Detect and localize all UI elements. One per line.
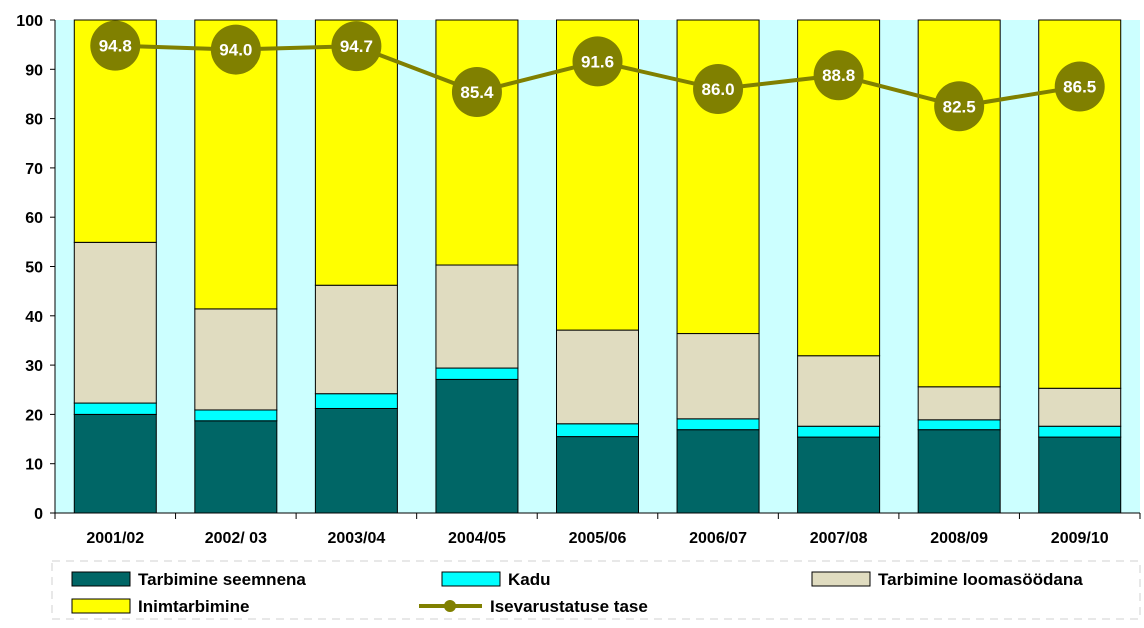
legend-label: Kadu bbox=[508, 570, 551, 589]
legend-marker bbox=[444, 600, 456, 612]
y-tick-label: 0 bbox=[34, 506, 43, 523]
line-marker bbox=[90, 20, 141, 71]
legend-swatch bbox=[71, 598, 131, 614]
legend-label: Inimtarbimine bbox=[138, 597, 249, 616]
bar-segment bbox=[676, 418, 760, 431]
bar-segment bbox=[73, 413, 157, 514]
line-marker bbox=[693, 64, 744, 115]
bar-segment bbox=[917, 419, 1001, 431]
bar-segment bbox=[73, 241, 157, 404]
bar-segment bbox=[676, 429, 760, 514]
bar-segment bbox=[314, 284, 398, 395]
x-tick-label: 2002/ 03 bbox=[205, 530, 267, 547]
bar-segment bbox=[194, 409, 278, 422]
bar-segment bbox=[314, 393, 398, 409]
bar-segment bbox=[676, 333, 760, 420]
bar-segment bbox=[435, 19, 519, 266]
bar-segment bbox=[556, 329, 639, 425]
legend-label: Tarbimine loomasöödana bbox=[878, 570, 1083, 589]
bar-segment bbox=[194, 420, 278, 514]
bar-segment bbox=[1038, 425, 1122, 438]
legend-swatch bbox=[811, 571, 871, 587]
bar-segment bbox=[917, 19, 1001, 388]
y-tick-label: 80 bbox=[25, 112, 43, 129]
x-tick-label: 2007/08 bbox=[810, 530, 868, 547]
legend-swatch bbox=[71, 571, 131, 587]
data-label: 88.8 bbox=[822, 66, 855, 85]
bar-segment bbox=[435, 264, 519, 369]
data-label: 82.5 bbox=[943, 97, 976, 116]
bar-segment bbox=[73, 402, 157, 415]
bar-segment bbox=[556, 423, 639, 438]
y-tick-label: 90 bbox=[25, 62, 43, 79]
line-marker bbox=[813, 50, 864, 101]
bar-segment bbox=[917, 429, 1001, 514]
y-tick-label: 20 bbox=[25, 407, 43, 424]
x-tick-label: 2006/07 bbox=[689, 530, 747, 547]
x-tick-label: 2001/02 bbox=[86, 530, 144, 547]
y-tick-label: 30 bbox=[25, 358, 43, 375]
bar-segment bbox=[556, 436, 639, 514]
legend-label: Isevarustatuse tase bbox=[490, 597, 648, 616]
line-marker bbox=[331, 21, 382, 72]
y-tick-label: 70 bbox=[25, 161, 43, 178]
legend-box bbox=[51, 560, 1141, 620]
line-marker bbox=[1054, 61, 1105, 112]
bar-segment bbox=[917, 386, 1001, 421]
line-marker bbox=[210, 24, 261, 75]
bar-segment bbox=[797, 355, 881, 427]
x-tick-label: 2003/04 bbox=[327, 530, 385, 547]
data-label: 94.8 bbox=[99, 37, 132, 56]
x-tick-label: 2004/05 bbox=[448, 530, 506, 547]
y-tick-label: 100 bbox=[16, 13, 43, 30]
bar-segment bbox=[435, 378, 519, 514]
y-tick-label: 60 bbox=[25, 210, 43, 227]
bar-segment bbox=[1038, 387, 1122, 427]
y-tick-label: 50 bbox=[25, 260, 43, 277]
data-label: 86.5 bbox=[1063, 78, 1096, 97]
bar-segment bbox=[797, 436, 881, 514]
y-tick-label: 40 bbox=[25, 309, 43, 326]
legend-label: Tarbimine seemnena bbox=[138, 570, 306, 589]
bar-segment bbox=[1038, 436, 1122, 514]
bar-segment bbox=[314, 19, 398, 286]
line-marker bbox=[934, 81, 985, 132]
data-label: 85.4 bbox=[460, 83, 494, 102]
x-tick-label: 2009/10 bbox=[1051, 530, 1109, 547]
data-label: 86.0 bbox=[702, 80, 735, 99]
line-marker bbox=[451, 66, 502, 117]
bar-segment bbox=[194, 308, 278, 411]
bar-segment bbox=[435, 367, 519, 380]
data-label: 94.0 bbox=[219, 41, 252, 60]
line-marker bbox=[572, 36, 623, 87]
legend-swatch bbox=[441, 571, 501, 587]
x-tick-label: 2005/06 bbox=[569, 530, 627, 547]
data-label: 91.6 bbox=[581, 52, 614, 71]
x-tick-label: 2008/09 bbox=[930, 530, 988, 547]
data-label: 94.7 bbox=[340, 37, 373, 56]
y-tick-label: 10 bbox=[25, 457, 43, 474]
bar-segment bbox=[314, 407, 398, 514]
bar-segment bbox=[797, 425, 881, 438]
